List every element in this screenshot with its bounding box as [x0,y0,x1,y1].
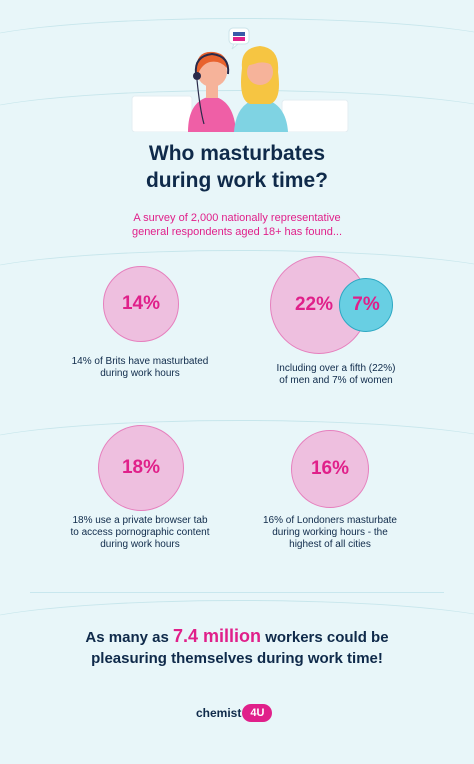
stat-caption-gender: Including over a fifth (22%) of men and … [246,363,426,387]
background-wave [0,250,474,311]
survey-intro: A survey of 2,000 nationally representat… [0,211,474,239]
conclusion-line: pleasuring themselves during work time! [91,650,383,667]
stat-caption-browser-tab: 18% use a private browser tab to access … [50,515,230,551]
stat-value: 14% [121,293,161,314]
conclusion-line: As many as 7.4 million workers could be [0,626,474,648]
stat-circle-brits: 14% [103,266,179,342]
caption-line: 18% use a private browser tab [72,515,208,526]
caption-line: to access pornographic content [70,527,210,538]
stat-value: 16% [310,458,350,479]
stat-caption-londoners: 16% of Londoners masturbate during worki… [240,515,420,551]
subtitle-line: A survey of 2,000 nationally representat… [133,212,341,224]
office-workers-illustration [131,27,349,132]
logo-text: chemist [196,706,242,720]
chemist4u-logo[interactable]: chemist 4U [196,703,273,723]
caption-line: during work hours [100,539,180,550]
section-divider [30,592,444,593]
caption-line: highest of all cities [289,539,371,550]
stat-value: 22% [294,294,334,315]
caption-line: during working hours - the [272,527,388,538]
conclusion-prefix: As many as [85,629,169,646]
background-wave [0,18,474,79]
page-title: Who masturbates during work time? [0,140,474,194]
conclusion-text: As many as 7.4 million workers could be … [0,626,474,669]
caption-line: during work hours [100,368,180,379]
title-line: Who masturbates [148,142,326,165]
conclusion-highlight: 7.4 million [172,626,262,646]
stat-value: 7% [352,294,380,315]
background-wave [0,420,474,481]
stat-circle-women: 7% [339,278,393,332]
background-wave [0,600,474,661]
stat-circle-londoners: 16% [291,430,369,508]
caption-line: Including over a fifth (22%) [276,363,396,374]
stat-circle-browser-tab: 18% [98,425,184,511]
title-line: during work time? [145,169,328,192]
background-wave [0,90,474,151]
stat-value: 18% [121,457,161,478]
conclusion-suffix: workers could be [265,629,389,646]
stat-caption-brits: 14% of Brits have masturbated during wor… [50,356,230,380]
caption-line: 14% of Brits have masturbated [71,356,209,367]
caption-line: of men and 7% of women [279,375,393,386]
caption-line: 16% of Londoners masturbate [263,515,397,526]
subtitle-line: general respondents aged 18+ has found..… [131,226,343,238]
logo-badge: 4U [242,704,273,722]
